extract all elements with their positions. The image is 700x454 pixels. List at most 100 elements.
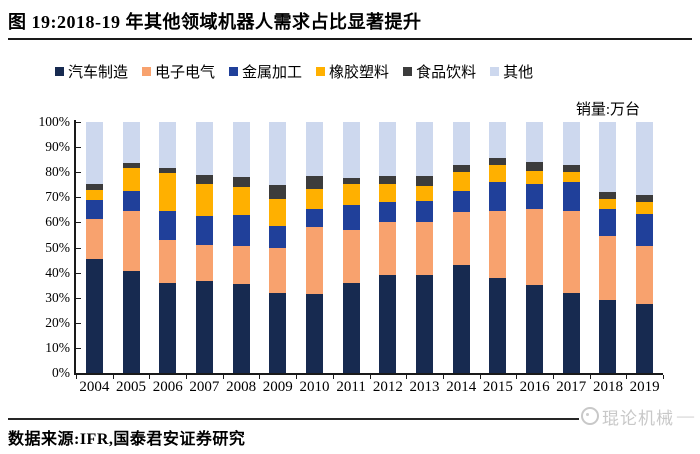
stacked-bar-2007 — [195, 122, 213, 373]
stacked-bar-2008 — [232, 122, 250, 373]
bar-segment-金属加工 — [416, 201, 434, 223]
legend-label: 电子电气 — [155, 64, 216, 81]
legend-item-4: 食品饮料 — [403, 61, 476, 82]
footer-divider — [8, 418, 692, 420]
bar-segment-橡胶塑料 — [342, 183, 360, 205]
bar-segment-金属加工 — [379, 202, 397, 223]
bar-segment-食品饮料 — [636, 194, 654, 203]
x-tick-label: 2004 — [79, 379, 110, 395]
bar-segment-汽车制造 — [122, 271, 140, 373]
bar-segment-食品饮料 — [416, 175, 434, 187]
x-tick-label: 2008 — [226, 379, 257, 395]
stacked-bar-2013 — [416, 122, 434, 373]
plot-area: 2004 2005 2006 2007 2008 2009 2010 2011 2012 2013… — [74, 120, 664, 395]
bar-segment-食品饮料 — [452, 164, 470, 173]
stacked-bar-2010 — [305, 122, 323, 373]
bar-segment-食品饮料 — [269, 184, 287, 199]
bar-segment-汽车制造 — [599, 300, 617, 373]
bar-segment-电子电气 — [599, 236, 617, 301]
bar-segment-汽车制造 — [195, 281, 213, 373]
bar-segment-食品饮料 — [599, 192, 617, 199]
bar-segment-其他 — [195, 122, 213, 175]
bar-segment-食品饮料 — [342, 178, 360, 184]
watermark: 琨论机械 — — [579, 403, 696, 429]
bar-segment-汽车制造 — [526, 285, 544, 373]
y-axis-tick — [76, 122, 81, 123]
legend-item-0: 汽车制造 — [55, 61, 128, 82]
x-tick-label: 2006 — [152, 379, 183, 395]
stacked-bar-2005 — [122, 122, 140, 373]
bar-segment-电子电气 — [195, 245, 213, 282]
y-tick-label: 50% — [45, 239, 70, 255]
bar-segment-金属加工 — [305, 208, 323, 228]
legend-item-5: 其他 — [490, 61, 533, 82]
y-axis-tick — [76, 222, 81, 224]
bar-segment-其他 — [379, 122, 397, 176]
x-tick-label: 2016 — [519, 379, 550, 395]
y-axis-tick — [76, 322, 81, 324]
bar-segment-其他 — [416, 122, 434, 176]
bar-segment-汽车制造 — [269, 292, 287, 373]
bar-segment-其他 — [636, 122, 654, 195]
bar-segment-橡胶塑料 — [85, 189, 103, 200]
watermark-text: 琨论机械 — [602, 408, 674, 428]
source-note: 数据来源:IFR,国泰君安证券研究 — [8, 431, 246, 448]
legend-swatch-icon — [316, 66, 326, 76]
x-axis-tick — [222, 375, 224, 379]
bar-segment-其他 — [489, 122, 507, 159]
unit-label: 销量:万台 — [575, 102, 640, 118]
bar-segment-食品饮料 — [159, 168, 177, 174]
bar-segment-金属加工 — [526, 183, 544, 209]
figure-title: 图 19:2018-19 年其他领域机器人需求占比显著提升 — [8, 12, 422, 32]
bar-segment-其他 — [452, 122, 470, 165]
bar-segment-食品饮料 — [85, 183, 103, 190]
bar-segment-其他 — [599, 122, 617, 193]
y-tick-label: 10% — [45, 339, 70, 355]
bar-segment-其他 — [342, 122, 360, 179]
bar-segment-金属加工 — [195, 216, 213, 245]
x-axis-tick — [149, 375, 151, 379]
bar-segment-金属加工 — [85, 199, 103, 219]
bar-segment-金属加工 — [636, 213, 654, 247]
bar-segment-橡胶塑料 — [269, 198, 287, 227]
x-tick-label: 2012 — [372, 379, 403, 395]
x-axis-tick — [259, 375, 261, 379]
y-axis-tick — [76, 172, 81, 174]
bar-segment-汽车制造 — [85, 258, 103, 373]
bar-segment-食品饮料 — [195, 174, 213, 184]
title-divider — [8, 38, 692, 40]
stacked-bar-2009 — [269, 122, 287, 373]
y-axis-line — [74, 120, 76, 375]
stacked-bar-2016 — [526, 122, 544, 373]
x-tick-label: 2010 — [299, 379, 330, 395]
y-axis-tick — [76, 272, 81, 274]
bar-segment-汽车制造 — [342, 282, 360, 373]
y-tick-label: 70% — [45, 189, 70, 205]
bar-segment-橡胶塑料 — [379, 183, 397, 203]
stacked-bar-2018 — [599, 122, 617, 373]
bar-segment-其他 — [305, 122, 323, 176]
x-axis-tick — [186, 375, 188, 379]
bar-segment-汽车制造 — [489, 277, 507, 373]
legend-item-2: 金属加工 — [229, 61, 302, 82]
legend-swatch-icon — [229, 66, 239, 76]
bar-segment-电子电气 — [379, 222, 397, 276]
legend-swatch-icon — [142, 66, 152, 76]
stacked-bar-2014 — [452, 122, 470, 373]
bar-segment-其他 — [159, 122, 177, 169]
y-axis-tick — [76, 373, 81, 374]
y-axis-tick — [76, 297, 81, 299]
bar-segment-电子电气 — [342, 229, 360, 283]
y-tick-label: 100% — [38, 114, 71, 129]
legend-label: 金属加工 — [242, 64, 303, 81]
x-tick-label: 2019 — [629, 379, 660, 395]
bar-segment-其他 — [562, 122, 580, 165]
x-axis-tick — [663, 375, 664, 379]
legend-item-1: 电子电气 — [142, 61, 215, 82]
bar-segment-其他 — [269, 122, 287, 185]
bar-segment-橡胶塑料 — [599, 198, 617, 209]
y-tick-label: 40% — [45, 264, 70, 280]
x-tick-label: 2011 — [336, 379, 366, 395]
stacked-bar-2017 — [562, 122, 580, 373]
